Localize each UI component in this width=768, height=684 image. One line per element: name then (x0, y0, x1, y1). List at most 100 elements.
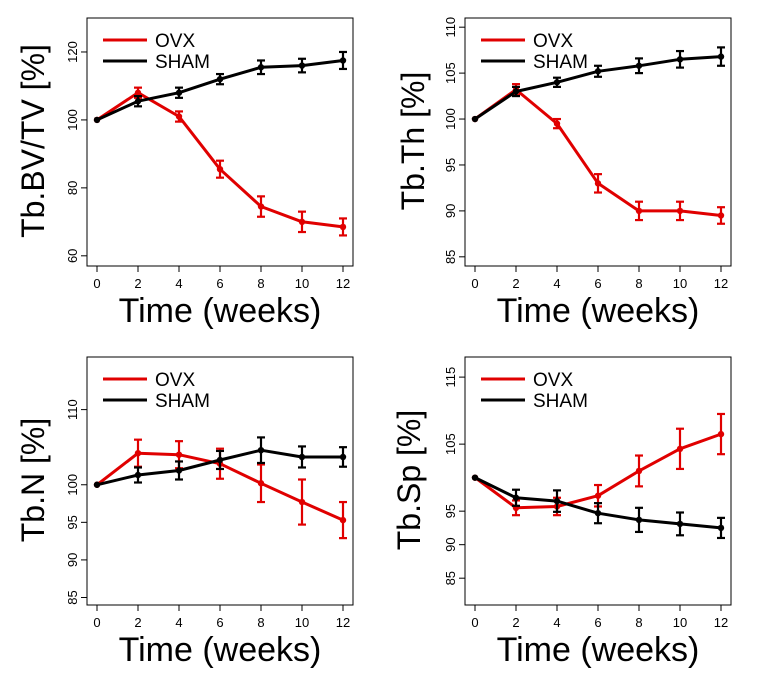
chart-panel-tb-n: 0 2 4 6 8 10 12 85 90 95 100 110 Time (weeks) Tb.N [%… (15, 356, 354, 669)
data-point-sham (553, 497, 561, 505)
legend-label-sham: SHAM (155, 391, 210, 412)
data-point-ovx (676, 445, 684, 453)
legend-label-ovx: OVX (533, 31, 573, 52)
x-tick-label: 0 (93, 276, 100, 291)
y-tick-label: 85 (65, 590, 80, 604)
data-point-sham (594, 509, 602, 517)
x-tick-label: 8 (257, 615, 264, 630)
data-point-sham (134, 98, 142, 105)
data-point-sham (93, 481, 101, 488)
data-point-ovx (717, 212, 725, 219)
data-point-sham (339, 453, 347, 461)
data-point-sham (553, 79, 561, 86)
chart-panel-tb-th: 0 2 4 6 8 10 12 85 90 95 100 105 110 Time (weeks) Tb.T… (395, 17, 732, 330)
data-point-sham (717, 524, 725, 532)
legend-label-sham: SHAM (155, 52, 210, 73)
x-tick-label: 4 (553, 276, 560, 291)
y-tick-label: 110 (443, 17, 458, 38)
data-point-ovx (134, 449, 142, 457)
data-point-sham (93, 116, 101, 124)
x-tick-label: 6 (594, 276, 601, 291)
data-point-sham (512, 88, 520, 95)
y-tick-label: 85 (443, 571, 458, 585)
series-line-ovx (474, 88, 722, 217)
data-point-ovx (339, 223, 347, 231)
x-tick-label: 2 (134, 276, 141, 291)
data-point-ovx (175, 113, 183, 120)
series-line-sham (96, 59, 344, 122)
x-tick-label: 2 (512, 276, 519, 291)
plot-frame (86, 17, 354, 267)
x-tick-label: 12 (714, 276, 728, 291)
data-point-sham (676, 56, 684, 63)
data-point-sham (134, 471, 142, 479)
y-tick-label: 105 (443, 62, 458, 84)
y-axis-label: Tb.Th [%] (395, 72, 431, 211)
x-tick-label: 10 (673, 276, 687, 291)
y-axis-label: Tb.N [%] (15, 418, 51, 542)
data-point-ovx (553, 120, 561, 127)
data-point-sham (298, 453, 306, 461)
data-point-ovx (635, 467, 643, 475)
plot-frame (464, 356, 732, 606)
y-tick-label: 95 (65, 515, 80, 529)
legend-label-ovx: OVX (155, 31, 195, 52)
legend-label-sham: SHAM (533, 391, 588, 412)
data-point-sham (339, 57, 347, 64)
y-axis-label: Tb.Sp [%] (391, 410, 427, 551)
x-tick-label: 2 (512, 615, 519, 630)
x-tick-label: 12 (714, 615, 728, 630)
x-axis-label: Time (weeks) (119, 631, 322, 669)
data-point-ovx (635, 207, 643, 215)
data-point-sham (298, 62, 306, 69)
y-tick-label: 105 (443, 433, 458, 455)
y-tick-label: 100 (443, 108, 458, 130)
data-point-sham (257, 446, 265, 454)
data-point-ovx (134, 89, 142, 96)
data-point-sham (216, 456, 224, 464)
y-tick-label: 100 (65, 474, 80, 496)
data-point-sham (175, 467, 183, 474)
data-point-sham (594, 68, 602, 75)
x-tick-label: 8 (257, 276, 264, 291)
plot-frame (464, 17, 732, 267)
x-tick-label: 10 (673, 615, 687, 630)
x-tick-label: 4 (553, 615, 560, 630)
data-point-ovx (676, 207, 684, 215)
data-point-ovx (339, 516, 347, 524)
x-axis-label: Time (weeks) (497, 292, 700, 330)
y-tick-label: 95 (443, 504, 458, 518)
data-point-ovx (594, 492, 602, 499)
data-point-sham (471, 115, 479, 123)
y-tick-label: 110 (65, 399, 80, 420)
x-tick-label: 8 (635, 615, 642, 630)
data-point-ovx (216, 165, 224, 173)
data-point-ovx (594, 180, 602, 187)
x-tick-label: 10 (295, 615, 309, 630)
data-point-sham (471, 474, 479, 481)
x-tick-label: 0 (471, 276, 478, 291)
y-tick-label: 95 (443, 158, 458, 172)
y-axis-label: Tb.BV/TV [%] (15, 44, 51, 238)
x-tick-label: 12 (336, 276, 350, 291)
data-point-ovx (175, 451, 183, 458)
data-point-sham (635, 62, 643, 69)
x-axis-label: Time (weeks) (497, 631, 700, 669)
data-point-sham (676, 520, 684, 528)
data-point-sham (717, 53, 725, 60)
chart-panel-tb-sp: 0 2 4 6 8 10 12 85 90 95 105 115 Time (weeks) Tb.Sp [… (391, 356, 732, 669)
x-tick-label: 4 (175, 615, 182, 630)
data-point-ovx (257, 480, 265, 487)
y-tick-label: 120 (65, 41, 80, 63)
x-tick-label: 12 (336, 615, 350, 630)
x-axis-label: Time (weeks) (119, 292, 322, 330)
y-tick-label: 85 (443, 250, 458, 264)
data-point-sham (512, 494, 520, 501)
x-tick-label: 0 (93, 615, 100, 630)
x-tick-label: 4 (175, 276, 182, 291)
y-tick-label: 90 (443, 537, 458, 551)
data-point-sham (216, 75, 224, 83)
y-tick-label: 80 (65, 181, 80, 195)
x-tick-label: 6 (216, 276, 223, 291)
